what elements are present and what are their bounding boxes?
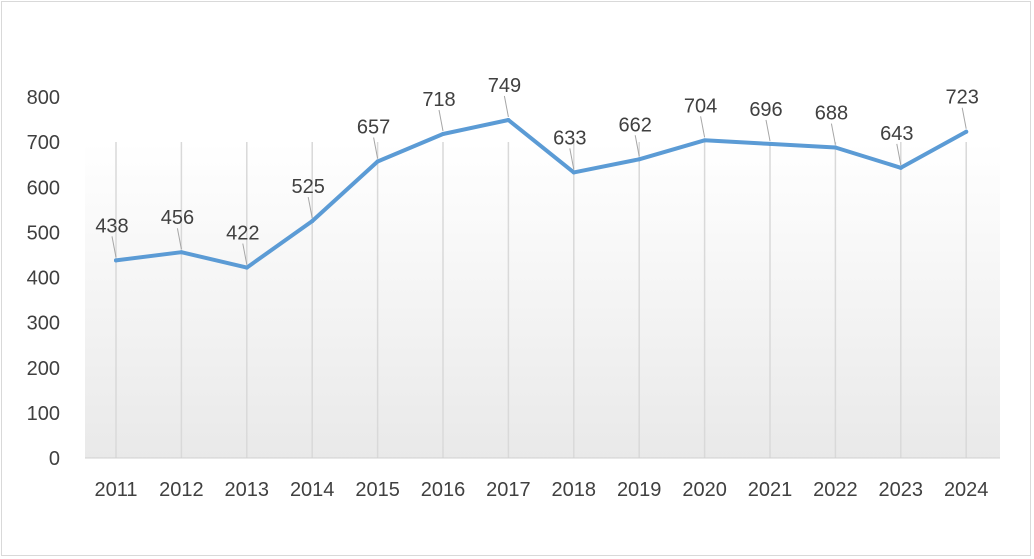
data-label-leader: [896, 143, 902, 165]
data-label: 633: [553, 127, 586, 149]
data-label-leader: [569, 148, 575, 170]
data-point: [441, 132, 445, 137]
x-tick-label: 2018: [552, 479, 597, 501]
x-tick-label: 2013: [225, 479, 270, 501]
data-point: [833, 145, 838, 150]
data-label: 704: [684, 95, 717, 117]
data-label-leader: [634, 135, 640, 157]
data-label: 662: [619, 114, 652, 136]
data-label-leader: [373, 137, 379, 159]
data-point: [964, 129, 969, 134]
data-point: [571, 170, 576, 175]
y-tick-label: 100: [27, 403, 60, 425]
x-tick-label: 2011: [94, 479, 137, 501]
x-tick-label: 2016: [421, 479, 466, 501]
plot-area: [85, 142, 1000, 458]
y-tick-label: 800: [27, 87, 60, 109]
y-tick-label: 600: [27, 177, 60, 199]
data-label-leader: [700, 116, 706, 138]
x-tick-label: 2024: [944, 479, 989, 501]
data-label: 718: [422, 89, 455, 111]
x-tick-label: 2021: [748, 479, 793, 501]
x-tick-label: 2017: [486, 479, 531, 501]
data-point: [506, 118, 511, 123]
data-point: [244, 265, 249, 270]
x-tick-label: 2023: [879, 479, 924, 501]
x-tick-label: 2020: [682, 479, 727, 501]
data-label-leader: [830, 123, 836, 145]
data-label-leader: [765, 119, 771, 142]
y-tick-label: 200: [27, 358, 60, 380]
x-tick-label: 2019: [617, 479, 662, 501]
data-point: [637, 157, 642, 162]
x-tick-label: 2012: [159, 479, 204, 501]
data-label: 749: [488, 75, 521, 97]
data-label-leader: [111, 236, 117, 258]
data-point: [702, 138, 707, 143]
data-label-leader: [307, 197, 313, 219]
y-tick-label: 0: [49, 448, 60, 470]
data-label: 723: [946, 87, 979, 109]
data-label: 696: [749, 99, 782, 121]
data-point: [310, 219, 315, 224]
data-point: [898, 165, 903, 170]
y-tick-label: 300: [27, 313, 60, 335]
data-label-leader: [961, 107, 967, 129]
data-point: [179, 250, 184, 255]
y-tick-label: 700: [27, 132, 60, 154]
y-tick-label: 500: [27, 222, 60, 244]
x-tick-label: 2014: [290, 479, 335, 501]
x-tick-label: 2015: [355, 479, 400, 501]
data-label: 525: [292, 176, 325, 198]
data-point: [768, 141, 772, 146]
data-label: 422: [226, 223, 259, 245]
data-point: [375, 159, 380, 164]
data-label-leader: [503, 95, 509, 118]
data-label-leader: [176, 228, 182, 250]
data-label-leader: [438, 109, 444, 132]
data-label: 438: [95, 215, 128, 237]
data-label: 456: [161, 207, 194, 229]
data-label: 657: [357, 117, 390, 139]
data-label-leader: [242, 243, 248, 265]
data-label: 643: [880, 123, 913, 145]
y-tick-label: 400: [27, 268, 60, 290]
data-label: 688: [815, 103, 848, 125]
series-line: [114, 118, 969, 270]
data-point: [114, 258, 118, 263]
x-tick-label: 2022: [813, 479, 858, 501]
